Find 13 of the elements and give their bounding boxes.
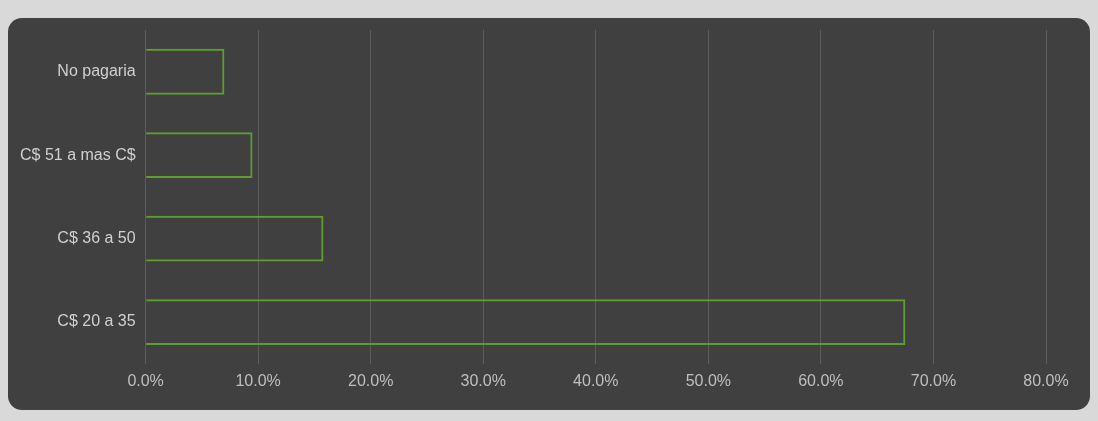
x-tick-label: 0.0%: [127, 371, 164, 389]
x-tick-label: 60.0%: [798, 371, 844, 389]
y-tick-label: C$ 36 a 50: [57, 229, 136, 247]
x-tick-label: 80.0%: [1023, 371, 1069, 389]
x-tick-label: 50.0%: [685, 371, 732, 389]
y-tick-label: No pagaria: [57, 62, 136, 80]
x-tick-label: 40.0%: [573, 371, 619, 389]
y-tick-label: C$ 20 a 35: [57, 312, 136, 330]
x-tick-label: 30.0%: [460, 371, 506, 389]
x-tick-label: 70.0%: [910, 371, 957, 389]
x-tick-label: 20.0%: [348, 371, 394, 389]
x-tick-label: 10.0%: [235, 371, 281, 389]
y-tick-label: C$ 51 a mas C$: [20, 145, 136, 163]
